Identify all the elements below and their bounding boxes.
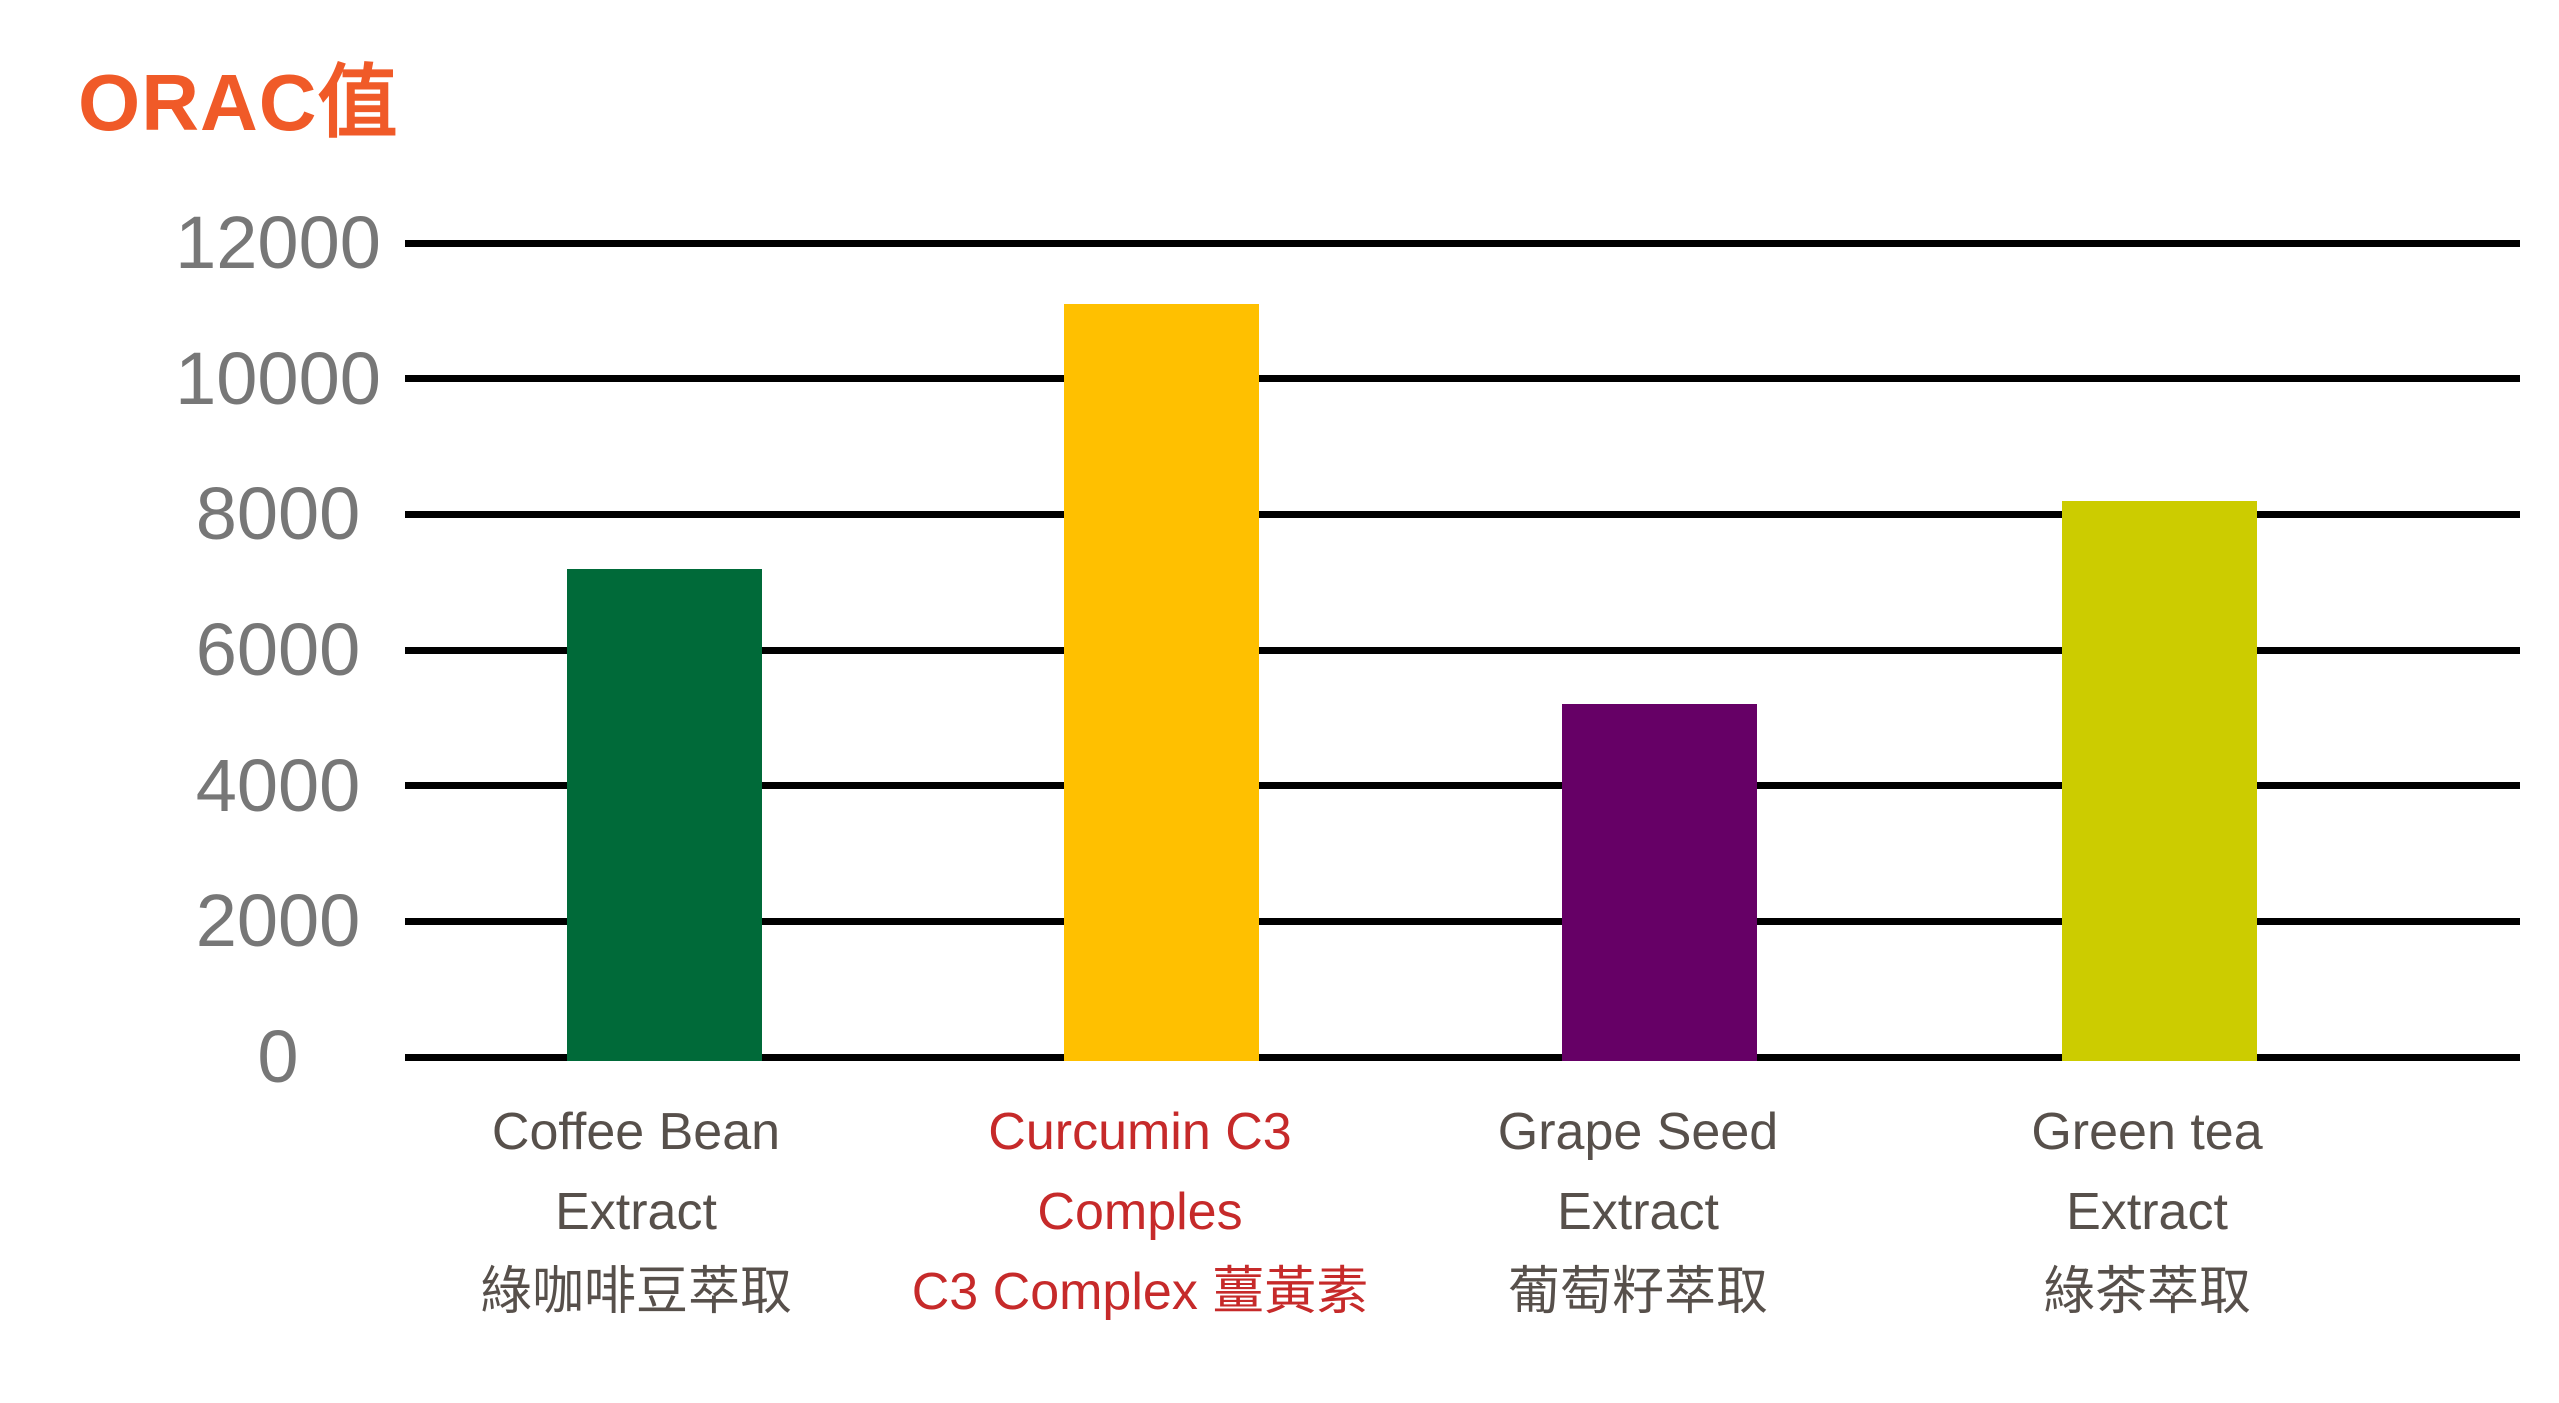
- gridline-0: [405, 1053, 2520, 1061]
- category-label-line: Extract: [555, 1183, 717, 1241]
- y-tick-label-10000: 10000: [175, 336, 381, 420]
- category-label-line: Grape Seed: [1497, 1103, 1779, 1161]
- y-tick-label-0: 0: [257, 1015, 299, 1098]
- y-tick-label-4000: 4000: [195, 743, 361, 827]
- category-label-grape-seed-extract: Grape Seed Extract 葡萄籽萃取: [1228, 1092, 2048, 1332]
- gridline-8000: [405, 510, 2520, 518]
- y-tick-label-12000: 12000: [175, 201, 381, 284]
- gridline-12000: [405, 239, 2520, 247]
- category-label-line: Extract: [1557, 1183, 1719, 1241]
- gridline-6000: [405, 646, 2520, 654]
- y-tick-label-6000: 6000: [195, 608, 361, 691]
- gridline-10000: [405, 375, 2520, 383]
- category-label-line: Coffee Bean: [491, 1103, 781, 1161]
- category-label-line: Curcumin C3: [988, 1103, 1292, 1161]
- gridline-2000: [405, 917, 2520, 925]
- gridline-4000: [405, 782, 2520, 790]
- category-label-line: 綠茶萃取: [2042, 1263, 2251, 1321]
- category-label-line: Extract: [2066, 1183, 2228, 1241]
- category-label-curcumin-c3-complex: Curcumin C3 Comples C3 Complex 薑黃素: [730, 1092, 1550, 1332]
- chart-title: ORAC值: [78, 58, 399, 147]
- category-label-line: 葡萄籽萃取: [1507, 1263, 1768, 1321]
- bar-green-tea-extract: [2061, 500, 2257, 1061]
- y-tick-label-2000: 2000: [195, 879, 361, 963]
- category-label-line: C3 Complex 薑黃素: [911, 1263, 1369, 1321]
- category-label-green-tea-extract: Green tea Extract 綠茶萃取: [1737, 1092, 2557, 1332]
- category-label-line: Green tea: [2031, 1103, 2263, 1161]
- category-label-line: Comples: [1037, 1183, 1243, 1241]
- category-label-coffee-bean-extract: Coffee Bean Extract 綠咖啡豆萃取: [226, 1092, 1046, 1332]
- y-tick-label-8000: 8000: [195, 472, 361, 556]
- bar-curcumin-c3-complex: [1063, 304, 1259, 1061]
- bar-coffee-bean-extract: [566, 568, 762, 1061]
- category-label-line: 綠咖啡豆萃取: [479, 1263, 792, 1321]
- bar-grape-seed-extract: [1561, 704, 1757, 1061]
